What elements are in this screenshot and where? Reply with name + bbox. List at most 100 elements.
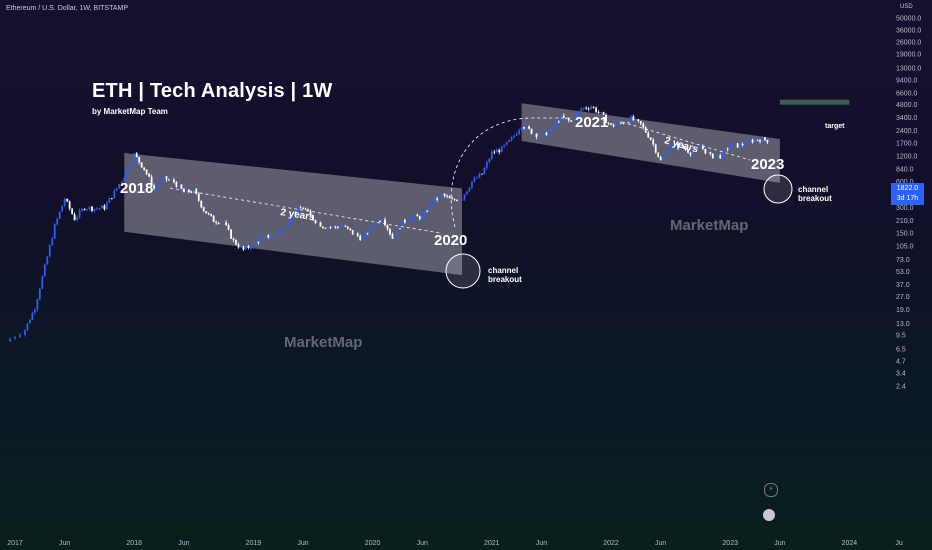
candle-body [230,229,232,239]
candle-body [53,224,56,239]
candle-body [210,213,213,216]
candle-body [56,218,59,225]
candle-body [428,204,431,212]
candle-body [510,137,513,140]
candle-body [192,188,195,193]
candle-body [287,223,290,228]
candle-body [269,237,272,238]
candle-body [505,141,508,146]
breakout-label-b-line2: breakout [798,194,832,203]
candle-body [376,221,379,226]
candle-body [148,173,150,177]
price-tick-label: 13000.0 [896,65,921,72]
price-tick-label: 2400.0 [896,128,918,135]
time-tick-label: Jun [655,540,666,547]
candle-body [540,135,543,137]
candle-body [227,225,230,230]
candle-body [436,198,439,200]
candle-body [669,146,672,152]
price-tick-label: 1200.0 [896,154,918,161]
time-tick-label: 2020 [365,540,381,547]
candle-body [687,149,689,153]
candle-body [577,111,580,115]
candle-body [277,233,280,235]
candle-body [130,162,133,168]
candle-body [110,198,113,199]
candle-body [267,234,270,238]
candle-body [331,226,334,228]
time-tick-label: Jun [297,540,308,547]
candle-body [746,139,749,145]
candle-body [366,233,369,235]
candle-body [123,177,126,182]
price-tick-label: 27.0 [896,294,910,301]
candle-body [448,196,451,199]
candle-body [212,215,215,222]
price-tick-label: 6600.0 [896,90,918,97]
candle-body [610,123,612,125]
candle-body [548,130,550,136]
candle-body [463,194,466,200]
breakout-circle-b [763,174,793,204]
candle-body [307,209,309,211]
candle-body [336,227,339,229]
candle-body [600,112,602,113]
candle-body [302,208,304,210]
price-tick-label: 36000.0 [896,28,921,35]
candle-body [572,120,575,122]
candle-body [185,189,188,193]
candle-body [684,148,687,150]
candle-body [344,226,347,228]
bolt-icon[interactable]: ⚡ [764,483,778,497]
candle-body [205,211,208,214]
candle-body [451,198,453,200]
candle-body [632,116,635,121]
candle-body [508,139,511,142]
candle-body [535,133,538,138]
candle-body [88,206,91,210]
candle-body [642,123,645,128]
time-tick-label: Jun [178,540,189,547]
candle-body [513,135,516,138]
candle-body [168,179,170,181]
candle-body [252,243,255,248]
candle-body [150,176,153,186]
candle-body [699,146,702,147]
candle-body [403,219,406,223]
candle-body [543,132,545,136]
candle-body [724,148,727,151]
candle-body [101,205,103,209]
candle-body [426,211,429,212]
candle-body [456,199,458,201]
candle-body [81,208,83,211]
candle-body [71,208,74,214]
candle-body [468,187,471,192]
candle-body [538,136,540,138]
candle-body [98,208,101,209]
candle-body [637,119,640,122]
candle-body [575,114,578,121]
candle-body [391,234,394,239]
candle-body [441,193,444,196]
time-tick-label: Jun [774,540,785,547]
candle-body [254,241,257,244]
dashed-connector-a [169,187,441,234]
candle-body [105,202,108,210]
price-tick-label: 73.0 [896,257,910,264]
price-tick-label: 150.0 [896,230,914,237]
candle-body [46,256,49,265]
price-tick-label: 19000.0 [896,51,921,58]
price-tick-label: 4.7 [896,359,906,366]
time-tick-label: Jun [59,540,70,547]
candle-body [716,155,719,156]
price-tick-label: 210.0 [896,218,914,225]
candle-body [247,246,250,248]
time-tick-label: Jun [417,540,428,547]
candle-body [597,112,600,113]
candle-body [68,201,71,209]
candle-body [754,139,756,143]
candle-body [416,214,419,217]
candle-body [327,227,329,229]
candle-body [29,319,31,324]
